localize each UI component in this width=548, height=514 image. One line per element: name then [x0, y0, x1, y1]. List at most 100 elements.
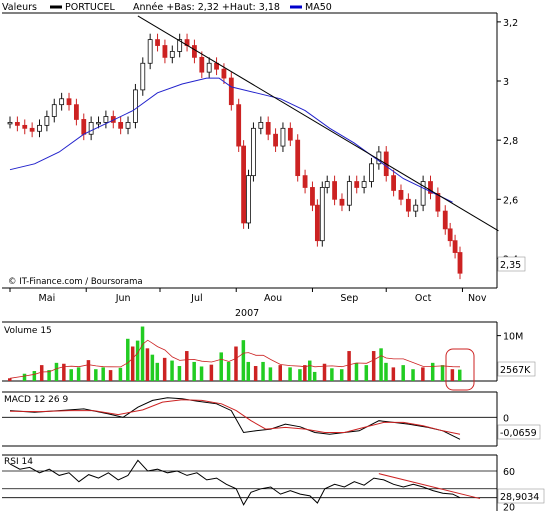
price-candle-body — [44, 116, 50, 126]
price-candle-body — [228, 77, 234, 106]
price-candle-body — [192, 45, 197, 58]
price-candle-body — [103, 116, 109, 123]
volume-bar — [458, 369, 462, 381]
volume-last-box — [497, 361, 536, 377]
price-candle-body — [310, 187, 315, 206]
price-candle-body — [361, 181, 367, 188]
price-candle-body — [287, 127, 293, 141]
volume-bar — [192, 361, 196, 381]
price-marks — [7, 15, 499, 280]
price-candle-body — [14, 122, 20, 126]
volume-bar — [8, 378, 12, 381]
volume-bar — [62, 363, 66, 381]
volume-bar — [226, 361, 231, 381]
volume-bar — [145, 348, 150, 381]
price-y-tick-label: 3,2 — [503, 18, 518, 29]
price-candle-body — [369, 163, 374, 182]
price-candle-body — [314, 204, 320, 242]
price-candle-body — [447, 228, 453, 242]
x-axis-label: Oct — [415, 293, 432, 304]
x-axis-label: Sep — [340, 293, 358, 304]
volume-bar — [69, 369, 73, 381]
legend-prefix: Valeurs — [2, 2, 37, 13]
macd-signal-line — [9, 399, 461, 435]
price-candle-body — [319, 187, 325, 242]
macd-last-box — [497, 424, 541, 440]
rsi-line — [9, 459, 461, 506]
volume-bar — [150, 354, 155, 381]
price-candle-body — [324, 181, 330, 188]
x-axis-label: Aou — [264, 293, 282, 304]
legend-ma: MA50 — [305, 2, 332, 13]
price-candle-body — [147, 39, 153, 64]
volume-bar — [170, 360, 174, 381]
price-candle-body — [66, 98, 72, 106]
volume-bar — [135, 340, 140, 381]
volume-bar — [101, 367, 105, 381]
price-candle-body — [96, 122, 101, 125]
rsi-last-value: 28,9034 — [500, 492, 539, 503]
volume-bar — [268, 367, 273, 381]
volume-bar — [199, 366, 204, 381]
volume-bar — [54, 362, 59, 381]
price-candle-body — [162, 45, 168, 58]
volume-bar — [312, 371, 317, 381]
volume-bar — [155, 362, 160, 381]
volume-bar — [32, 371, 37, 381]
volume-bar — [308, 360, 312, 381]
price-candle-body — [88, 122, 94, 135]
x-axis: Mai Jun Jul Aou Sep Oct Nov — [9, 288, 487, 304]
price-candle-body — [59, 98, 65, 106]
volume-bar — [278, 365, 282, 381]
volume-bar — [118, 367, 123, 381]
price-candle-body — [7, 122, 13, 125]
volume-last-value: 2567K — [500, 365, 531, 376]
volume-ma-line — [9, 339, 461, 379]
rsi-lines — [9, 459, 481, 506]
legend-symbol: PORTUCEL — [65, 2, 116, 13]
x-axis-label: Mai — [39, 293, 56, 304]
price-candle-body — [199, 56, 205, 73]
volume-y-ticks: 10M — [497, 332, 523, 343]
volume-panel: Volume 15 10M 2567K — [2, 321, 536, 391]
volume-bar — [261, 361, 265, 381]
price-last-box — [497, 256, 526, 272]
price-candle-body — [457, 252, 463, 274]
volume-bar — [253, 366, 258, 381]
volume-bar — [347, 351, 351, 381]
volume-bar — [86, 360, 91, 381]
volume-bar — [303, 365, 307, 381]
macd-title: MACD 12 26 9 — [4, 395, 68, 405]
volume-bar — [241, 340, 246, 381]
price-candle-body — [442, 210, 448, 230]
volume-bar — [411, 369, 415, 381]
rsi-last-box — [497, 488, 545, 504]
macd-line — [9, 397, 461, 440]
volume-bar — [209, 364, 214, 381]
volume-bar — [379, 348, 383, 381]
volume-bar — [288, 367, 292, 381]
price-candle-body — [302, 175, 308, 188]
volume-bar — [39, 365, 44, 381]
volume-bar — [440, 365, 445, 381]
volume-bar — [22, 373, 27, 381]
price-candle-body — [346, 181, 352, 206]
price-candle-body — [452, 240, 458, 253]
volume-bar — [219, 352, 223, 381]
volume-y-tick-label: 10M — [503, 332, 523, 343]
volume-bar — [354, 362, 359, 381]
price-candle-body — [81, 119, 87, 135]
price-candle-body — [221, 68, 227, 79]
legend: Valeurs PORTUCEL Année +Bas: 2,32 +Haut:… — [2, 2, 332, 13]
volume-bar — [130, 346, 135, 381]
x-axis-year: 2007 — [235, 308, 259, 319]
price-candle-body — [140, 62, 146, 91]
price-y-tick-label: 2,8 — [503, 136, 518, 147]
price-candle-body — [125, 122, 131, 129]
volume-bar — [140, 326, 145, 381]
price-candle-body — [435, 192, 441, 212]
volume-bar — [162, 357, 167, 381]
volume-bar — [384, 362, 388, 381]
price-candle-body — [258, 122, 264, 129]
